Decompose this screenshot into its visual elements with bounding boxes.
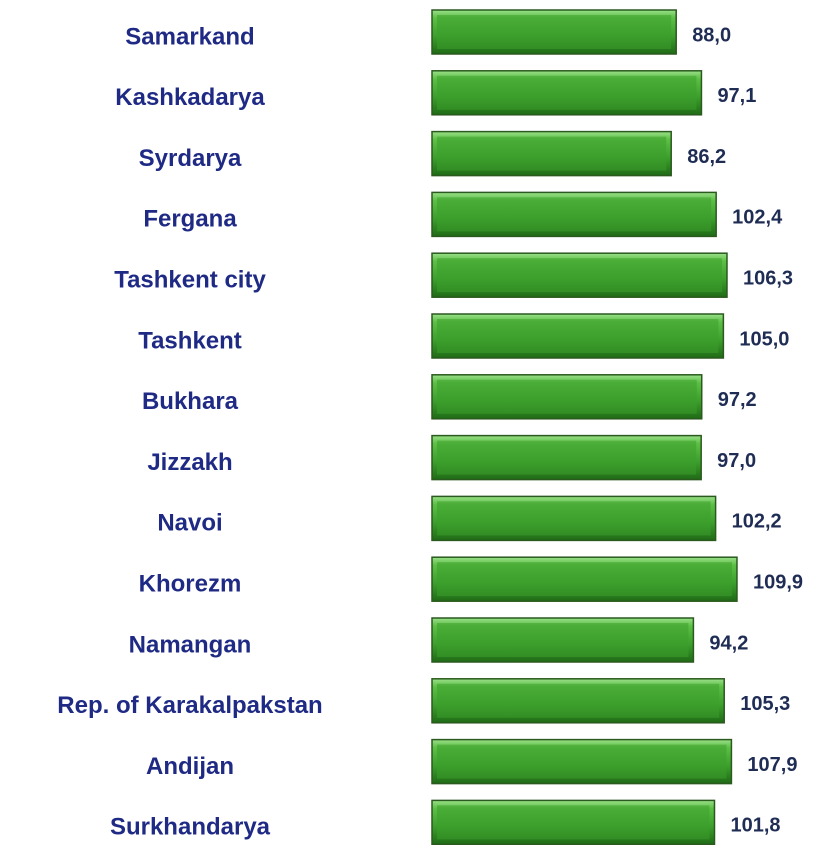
category-label: Syrdarya [139,145,242,172]
value-label: 97,1 [717,85,756,107]
value-label: 101,8 [730,815,780,837]
bar-bevel [437,258,722,293]
category-label: Tashkent [138,327,242,354]
category-label: Tashkent city [114,267,266,294]
bar-bevel [437,197,712,232]
category-label: Samarkand [125,23,254,50]
value-label: 102,2 [732,511,782,533]
value-label: 105,3 [740,693,790,715]
bar-bevel [437,501,711,536]
value-label: 97,0 [717,450,756,472]
bar-bevel [437,440,697,475]
value-label: 97,2 [718,389,757,411]
value-label: 88,0 [692,24,731,46]
value-label: 94,2 [709,632,748,654]
bar-bevel [437,319,719,353]
bar-bevel [437,805,710,840]
bar-bevel [437,562,732,597]
bar-bevel [437,683,720,718]
category-label: Kashkadarya [115,84,265,111]
value-label: 106,3 [743,267,793,289]
category-label: Andijan [146,753,234,780]
category-label: Khorezm [139,571,242,598]
bar-bevel [437,744,727,779]
value-label: 86,2 [687,146,726,168]
value-label: 109,9 [753,571,803,593]
category-label: Rep. of Karakalpakstan [57,692,322,719]
value-label: 105,0 [739,328,789,350]
category-label: Navoi [157,510,222,537]
bar-bevel [437,75,697,110]
bar-bevel [437,15,672,49]
bar-bevel [437,623,689,657]
category-label: Surkhandarya [110,814,271,841]
value-label: 102,4 [732,207,783,229]
value-label: 107,9 [747,754,797,776]
category-label: Bukhara [142,388,239,415]
bar-bevel [437,136,667,171]
category-label: Namangan [129,631,252,658]
category-label: Fergana [143,206,237,233]
category-label: Jizzakh [147,449,232,476]
bar-bevel [437,379,697,414]
